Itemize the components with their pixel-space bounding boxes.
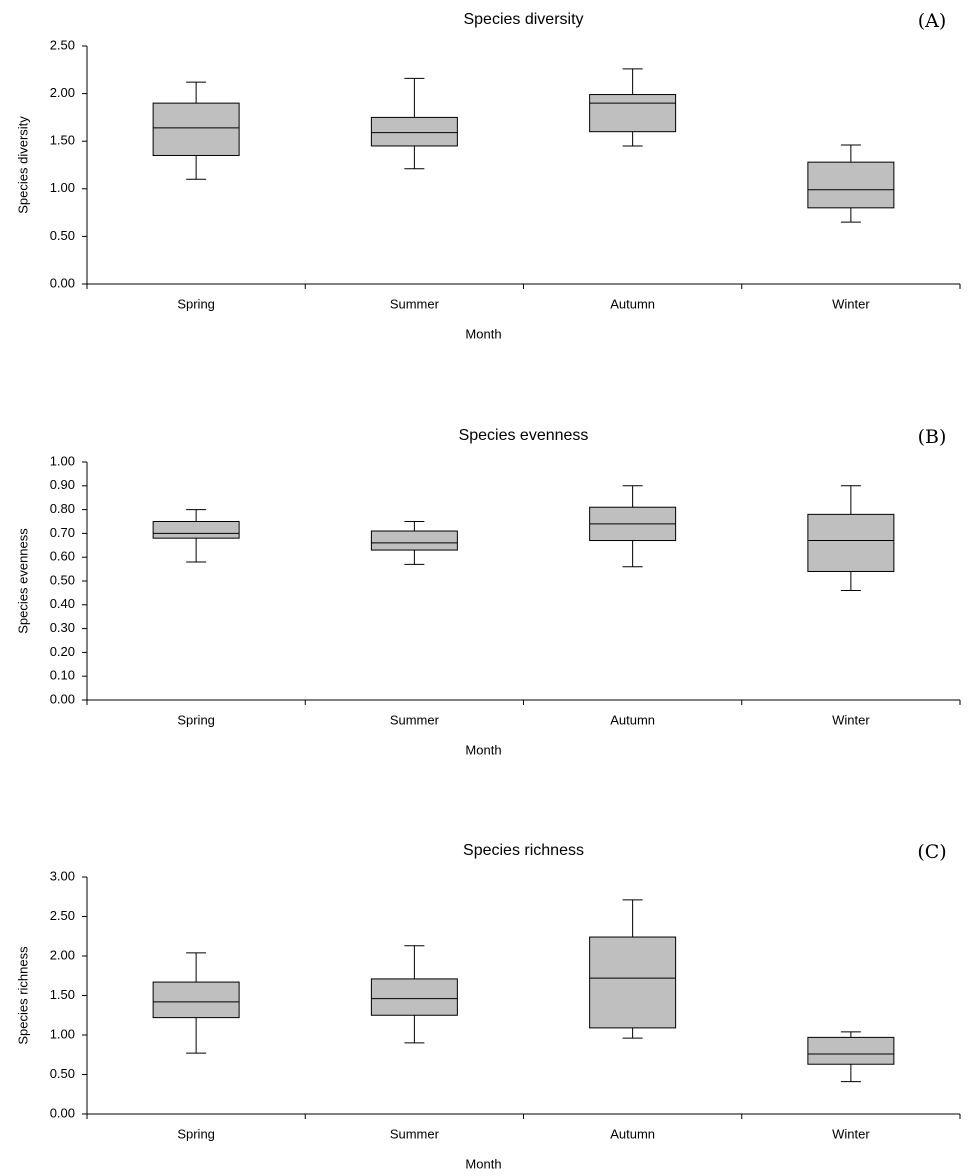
y-tick-label: 3.00 (50, 868, 75, 883)
y-tick-label: 0.00 (50, 1105, 75, 1120)
y-tick-label: 2.00 (50, 947, 75, 962)
y-tick-label: 1.00 (50, 453, 75, 468)
x-tick-label: Summer (390, 1126, 440, 1141)
y-tick-label: 2.50 (50, 908, 75, 923)
box (589, 94, 677, 133)
y-axis-label: Species diversity (15, 116, 30, 214)
y-tick-label: 1.50 (50, 987, 75, 1002)
y-tick-label: 0.60 (50, 549, 75, 564)
panel-label: (A) (918, 10, 947, 32)
y-tick-label: 0.10 (50, 668, 75, 683)
box (807, 161, 895, 209)
box (152, 521, 240, 539)
y-axis-label: Species evenness (15, 528, 30, 634)
box (152, 981, 240, 1019)
x-tick-label: Autumn (610, 1126, 655, 1141)
x-tick-label: Winter (832, 1126, 870, 1141)
panel-label: (B) (918, 426, 947, 448)
panel-label: (C) (917, 841, 946, 863)
y-tick-label: 0.00 (50, 275, 75, 290)
y-tick-label: 0.40 (50, 596, 75, 611)
y-tick-label: 0.50 (50, 228, 75, 243)
chart-title: Species evenness (459, 427, 589, 444)
y-tick-label: 2.50 (50, 37, 75, 52)
x-tick-label: Autumn (610, 296, 655, 311)
x-tick-label: Autumn (610, 712, 655, 727)
x-axis-label: Month (465, 326, 501, 341)
box (370, 530, 458, 551)
y-tick-label: 0.80 (50, 501, 75, 516)
y-tick-label: 0.70 (50, 525, 75, 540)
y-tick-label: 1.50 (50, 133, 75, 148)
y-tick-label: 0.00 (50, 691, 75, 706)
box (589, 936, 677, 1029)
x-tick-label: Winter (832, 712, 870, 727)
y-tick-label: 0.30 (50, 620, 75, 635)
box (370, 116, 458, 147)
y-tick-label: 0.50 (50, 1066, 75, 1081)
chart-title: Species richness (463, 842, 584, 859)
y-axis-label: Species richness (15, 946, 30, 1045)
x-tick-label: Spring (177, 296, 215, 311)
x-tick-label: Spring (177, 712, 215, 727)
y-tick-label: 1.00 (50, 180, 75, 195)
x-axis-label: Month (465, 742, 501, 757)
box (152, 102, 240, 156)
box (807, 513, 895, 572)
x-tick-label: Summer (390, 712, 440, 727)
box (807, 1036, 895, 1065)
box (370, 978, 458, 1016)
x-tick-label: Winter (832, 296, 870, 311)
x-axis-label: Month (465, 1156, 501, 1171)
y-tick-label: 0.50 (50, 572, 75, 587)
y-tick-label: 1.00 (50, 1026, 75, 1041)
y-tick-label: 0.20 (50, 644, 75, 659)
chart-title: Species diversity (463, 11, 583, 28)
y-tick-label: 2.00 (50, 85, 75, 100)
x-tick-label: Spring (177, 1126, 215, 1141)
y-tick-label: 0.90 (50, 477, 75, 492)
x-tick-label: Summer (390, 296, 440, 311)
